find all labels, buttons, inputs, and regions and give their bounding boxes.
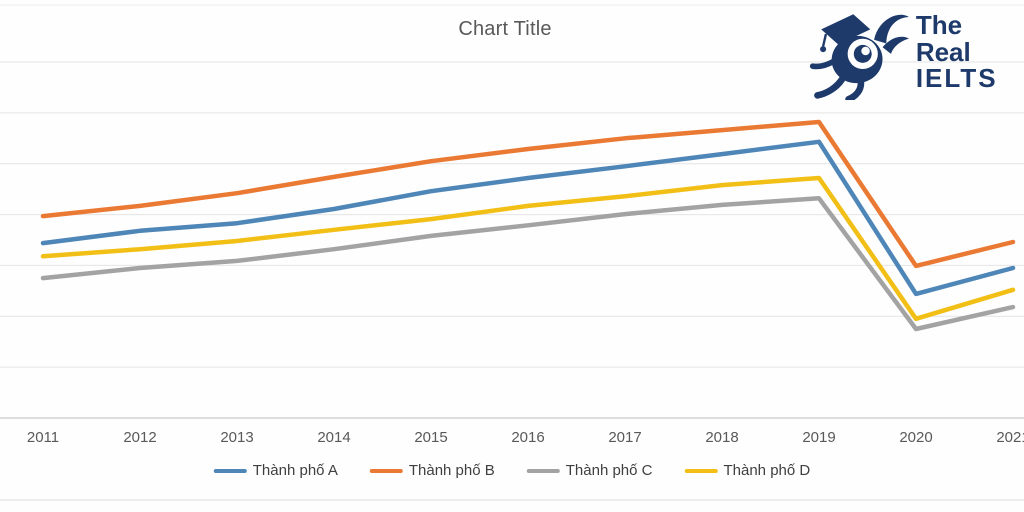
legend-item-1: Thành phố A xyxy=(213,462,338,479)
ielts-mascot-icon xyxy=(809,14,909,100)
x-axis-label: 2021 xyxy=(996,429,1024,446)
x-axis-label: 2011 xyxy=(26,429,60,446)
series-line-1 xyxy=(40,139,1016,297)
x-axis-label: 2016 xyxy=(511,429,545,446)
logo-text-line1: The Real xyxy=(915,10,971,67)
legend-item-3: Thành phố C xyxy=(526,462,653,479)
legend-swatch-icon xyxy=(684,468,718,473)
legend-swatch-icon xyxy=(526,468,560,473)
legend-swatch-icon xyxy=(369,468,403,473)
series-line-2 xyxy=(40,119,1016,269)
legend-item-2: Thành phố B xyxy=(369,462,495,479)
legend-label: Thành phố C xyxy=(565,462,653,479)
x-axis-label: 2018 xyxy=(705,429,739,446)
series-line-3 xyxy=(40,196,1016,332)
legend-label: Thành phố D xyxy=(723,462,811,479)
legend-item-4: Thành phố D xyxy=(684,462,810,479)
x-axis-label: 2017 xyxy=(608,429,642,446)
the-real-ielts-logo: The Real IELTS xyxy=(808,4,1024,100)
x-axis-label: 2014 xyxy=(317,429,351,446)
x-axis-label: 2015 xyxy=(414,429,448,446)
chart-legend: Thành phố A Thành phố B Thành phố C Thành p… xyxy=(213,462,810,479)
x-axis-label: 2019 xyxy=(802,429,836,446)
logo-text-line2: IELTS xyxy=(915,63,998,94)
logo-text: The Real IELTS xyxy=(916,12,1024,92)
x-axis-label: 2013 xyxy=(220,429,254,446)
series-line-4 xyxy=(40,175,1016,322)
x-axis-label: 2012 xyxy=(123,429,157,446)
legend-label: Thành phố A xyxy=(252,462,338,479)
x-axis-label: 2020 xyxy=(899,429,933,446)
legend-swatch-icon xyxy=(213,468,247,473)
legend-label: Thành phố B xyxy=(408,462,495,479)
chart-title: Chart Title xyxy=(458,18,552,40)
